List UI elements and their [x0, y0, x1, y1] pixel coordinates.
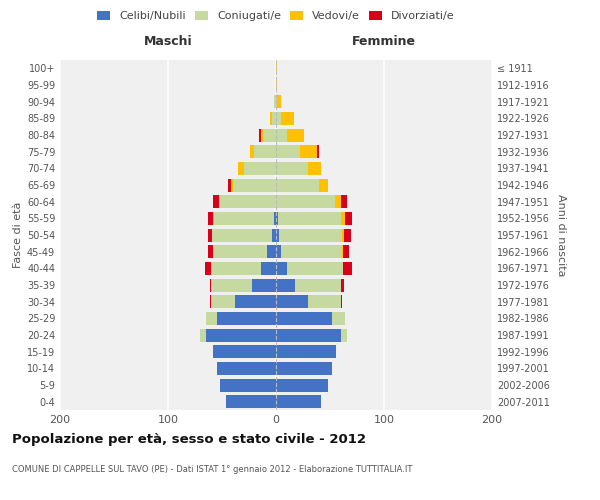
- Bar: [281, 112, 295, 125]
- Bar: [276, 62, 277, 75]
- Bar: [276, 128, 287, 141]
- Bar: [343, 262, 352, 275]
- Bar: [274, 95, 276, 108]
- Bar: [217, 312, 276, 325]
- Bar: [244, 162, 276, 175]
- Bar: [235, 295, 276, 308]
- Bar: [308, 162, 322, 175]
- Bar: [276, 362, 332, 375]
- Bar: [342, 228, 344, 241]
- Bar: [341, 212, 345, 225]
- Bar: [276, 278, 295, 291]
- Bar: [317, 145, 319, 158]
- Bar: [276, 295, 308, 308]
- Bar: [268, 245, 276, 258]
- Legend: Celibi/Nubili, Coniugati/e, Vedovi/e, Divorziati/e: Celibi/Nubili, Coniugati/e, Vedovi/e, Di…: [97, 10, 455, 21]
- Bar: [272, 112, 276, 125]
- Bar: [208, 228, 212, 241]
- Bar: [279, 228, 342, 241]
- Bar: [206, 328, 276, 342]
- Bar: [219, 195, 220, 208]
- Bar: [319, 178, 328, 192]
- Bar: [332, 312, 345, 325]
- Bar: [214, 212, 274, 225]
- Bar: [287, 262, 343, 275]
- Bar: [276, 78, 277, 92]
- Bar: [274, 212, 276, 225]
- Bar: [263, 128, 276, 141]
- Bar: [200, 328, 206, 342]
- Bar: [259, 128, 261, 141]
- Bar: [276, 178, 319, 192]
- Bar: [250, 145, 254, 158]
- Bar: [276, 162, 308, 175]
- Bar: [211, 262, 261, 275]
- Bar: [276, 245, 281, 258]
- Bar: [276, 112, 281, 125]
- Bar: [287, 128, 304, 141]
- Bar: [214, 245, 268, 258]
- Text: Maschi: Maschi: [143, 36, 193, 49]
- Bar: [230, 178, 233, 192]
- Bar: [233, 178, 276, 192]
- Bar: [238, 162, 244, 175]
- Bar: [226, 395, 276, 408]
- Bar: [272, 228, 276, 241]
- Bar: [261, 262, 276, 275]
- Bar: [276, 262, 287, 275]
- Bar: [220, 195, 276, 208]
- Bar: [276, 95, 277, 108]
- Bar: [341, 295, 342, 308]
- Bar: [341, 278, 344, 291]
- Bar: [345, 212, 352, 225]
- Bar: [211, 278, 252, 291]
- Bar: [276, 228, 279, 241]
- Bar: [276, 145, 300, 158]
- Bar: [254, 145, 276, 158]
- Bar: [344, 228, 350, 241]
- Bar: [206, 312, 217, 325]
- Text: COMUNE DI CAPPELLE SUL TAVO (PE) - Dati ISTAT 1° gennaio 2012 - Elaborazione TUT: COMUNE DI CAPPELLE SUL TAVO (PE) - Dati …: [12, 465, 412, 474]
- Bar: [276, 328, 341, 342]
- Bar: [281, 245, 342, 258]
- Bar: [276, 345, 337, 358]
- Y-axis label: Anni di nascita: Anni di nascita: [556, 194, 566, 276]
- Bar: [308, 295, 341, 308]
- Bar: [210, 278, 211, 291]
- Bar: [341, 328, 347, 342]
- Bar: [277, 95, 281, 108]
- Bar: [261, 128, 263, 141]
- Bar: [276, 312, 332, 325]
- Bar: [341, 195, 347, 208]
- Bar: [295, 278, 341, 291]
- Bar: [278, 212, 341, 225]
- Text: Femmine: Femmine: [352, 36, 416, 49]
- Bar: [269, 112, 272, 125]
- Bar: [212, 228, 272, 241]
- Y-axis label: Fasce di età: Fasce di età: [13, 202, 23, 268]
- Bar: [214, 195, 219, 208]
- Text: Popolazione per età, sesso e stato civile - 2012: Popolazione per età, sesso e stato civil…: [12, 432, 366, 446]
- Bar: [208, 212, 214, 225]
- Bar: [276, 195, 335, 208]
- Bar: [211, 295, 235, 308]
- Bar: [276, 378, 328, 392]
- Bar: [335, 195, 341, 208]
- Bar: [343, 245, 349, 258]
- Bar: [342, 245, 343, 258]
- Bar: [220, 378, 276, 392]
- Bar: [205, 262, 211, 275]
- Bar: [252, 278, 276, 291]
- Bar: [229, 178, 230, 192]
- Bar: [276, 395, 322, 408]
- Bar: [208, 245, 214, 258]
- Bar: [300, 145, 317, 158]
- Bar: [276, 212, 278, 225]
- Bar: [210, 295, 211, 308]
- Bar: [217, 362, 276, 375]
- Bar: [214, 345, 276, 358]
